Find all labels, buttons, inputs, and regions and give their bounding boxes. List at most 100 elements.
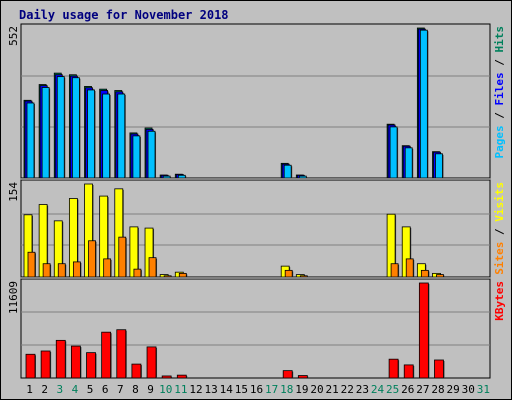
bar-sites-day-28 — [436, 274, 444, 278]
bar-sites-day-2 — [42, 263, 51, 278]
legend-sites: Sites — [493, 242, 506, 275]
x-tick-label: 26 — [401, 383, 414, 396]
ymax-label-2: 154 — [7, 182, 20, 202]
x-tick-label: 21 — [326, 383, 339, 396]
bar-pages-day-2 — [41, 87, 50, 179]
ymax-label-1: 552 — [7, 26, 20, 46]
x-tick-label: 3 — [57, 383, 64, 396]
legend-separator: / — [493, 106, 506, 126]
ymax-label-3: 11609 — [7, 281, 20, 314]
x-tick-label: 12 — [189, 383, 202, 396]
x-tick-label: 19 — [295, 383, 308, 396]
bar-sites-day-19 — [299, 275, 308, 278]
legend-1: Pages / Files / Hits — [493, 26, 506, 159]
bar-pages-day-6 — [102, 93, 111, 179]
x-tick-label: 16 — [250, 383, 263, 396]
bar-sites-day-3 — [57, 263, 66, 278]
x-tick-label: 29 — [447, 383, 460, 396]
x-tick-label: 30 — [462, 383, 475, 396]
legend-hits: Hits — [493, 26, 506, 53]
legend-2: Sites / Visits — [493, 182, 506, 275]
bar-pages-day-18 — [283, 164, 292, 179]
x-tick-label: 6 — [102, 383, 109, 396]
bar-sites-day-5 — [88, 240, 96, 278]
x-tick-label: 13 — [204, 383, 217, 396]
bar-pages-day-25 — [389, 126, 398, 179]
bar-pages-day-28 — [435, 153, 443, 179]
bar-sites-day-27 — [420, 269, 429, 278]
x-tick-label: 7 — [117, 383, 124, 396]
bar-sites-day-9 — [148, 257, 157, 278]
legend-separator: / — [493, 53, 506, 73]
x-tick-label: 11 — [174, 383, 187, 396]
bar-pages-day-10 — [162, 175, 171, 179]
x-tick-label: 9 — [147, 383, 154, 396]
bar-pages-day-9 — [147, 130, 156, 179]
bar-pages-day-26 — [404, 147, 413, 179]
legend-separator: / — [493, 222, 506, 242]
bar-kbytes-day-9 — [146, 346, 157, 379]
x-tick-label: 10 — [159, 383, 172, 396]
x-tick-label: 31 — [477, 383, 490, 396]
bar-kbytes-day-10 — [161, 375, 172, 379]
x-tick-label: 8 — [132, 383, 139, 396]
x-tick-label: 28 — [431, 383, 444, 396]
x-tick-label: 15 — [235, 383, 248, 396]
bar-sites-day-18 — [284, 269, 293, 278]
bar-pages-day-8 — [132, 135, 141, 179]
bar-kbytes-day-6 — [101, 331, 112, 379]
bar-pages-day-11 — [177, 174, 186, 179]
bar-pages-day-1 — [26, 102, 35, 179]
legend-kbytes: KBytes — [493, 281, 506, 321]
bar-kbytes-day-18 — [282, 370, 293, 379]
bar-pages-day-3 — [56, 76, 65, 179]
x-tick-label: 14 — [220, 383, 234, 396]
x-tick-label: 27 — [416, 383, 429, 396]
bar-kbytes-day-2 — [40, 350, 51, 379]
bar-kbytes-day-4 — [70, 345, 81, 379]
x-tick-label: 1 — [26, 383, 33, 396]
x-tick-label: 24 — [371, 383, 385, 396]
bar-kbytes-day-8 — [131, 363, 142, 379]
legend-3: KBytes — [493, 281, 506, 321]
bar-kbytes-day-1 — [25, 353, 36, 379]
panel-3-area — [20, 278, 491, 379]
bar-sites-day-8 — [133, 268, 142, 278]
legend-files: Files — [493, 72, 506, 105]
bar-sites-day-11 — [178, 272, 187, 278]
bar-sites-day-25 — [390, 263, 399, 278]
bar-sites-day-4 — [72, 261, 81, 278]
bar-kbytes-day-11 — [176, 374, 187, 379]
legend-pages: Pages — [493, 125, 506, 158]
bar-pages-day-19 — [298, 175, 307, 179]
bar-kbytes-day-3 — [55, 339, 66, 379]
bar-kbytes-day-28 — [434, 359, 444, 379]
bar-kbytes-day-19 — [297, 375, 308, 379]
bar-pages-day-5 — [87, 89, 95, 179]
x-tick-label: 4 — [72, 383, 79, 396]
bar-sites-day-26 — [405, 258, 414, 278]
bar-kbytes-day-7 — [116, 329, 127, 379]
bar-kbytes-day-27 — [418, 282, 429, 379]
bar-pages-day-27 — [419, 29, 428, 179]
x-tick-label: 20 — [310, 383, 323, 396]
bar-sites-day-6 — [103, 258, 112, 278]
bar-kbytes-day-26 — [403, 364, 414, 379]
bar-pages-day-4 — [71, 77, 80, 179]
bar-sites-day-1 — [27, 251, 36, 278]
x-tick-label: 18 — [280, 383, 293, 396]
x-tick-label: 17 — [265, 383, 278, 396]
bar-kbytes-day-25 — [388, 358, 399, 379]
bar-kbytes-day-5 — [86, 352, 96, 379]
x-tick-label: 23 — [356, 383, 369, 396]
bar-sites-day-10 — [163, 275, 172, 278]
legend-visits: Visits — [493, 182, 506, 222]
chart-title: Daily usage for November 2018 — [19, 8, 229, 22]
bar-pages-day-7 — [117, 93, 126, 179]
x-tick-label: 25 — [386, 383, 399, 396]
x-tick-label: 2 — [41, 383, 48, 396]
x-tick-label: 22 — [341, 383, 354, 396]
bar-sites-day-7 — [118, 236, 127, 278]
x-tick-label: 5 — [87, 383, 94, 396]
